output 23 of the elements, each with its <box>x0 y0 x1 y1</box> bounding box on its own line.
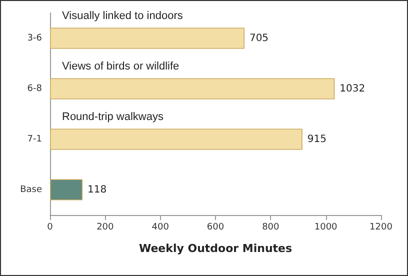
x-tick-label: 1200 <box>370 222 393 232</box>
bar <box>50 28 244 49</box>
x-tick-label: 200 <box>96 222 114 232</box>
annotation: Views of birds or wildlife <box>62 60 180 72</box>
x-tick-label: 800 <box>262 222 280 232</box>
x-axis-title: Weekly Outdoor Minutes <box>138 242 292 255</box>
x-tick-label: 400 <box>152 222 170 232</box>
x-tick-label: 600 <box>206 222 224 232</box>
data-label: 705 <box>249 32 269 44</box>
x-tick-label: 0 <box>47 222 54 232</box>
bar <box>50 78 335 100</box>
y-tick-label: 6-8 <box>27 84 42 94</box>
data-label: 118 <box>88 184 107 196</box>
y-tick-label: Base <box>20 184 42 195</box>
data-label: 915 <box>307 134 326 145</box>
x-tick-label: 1000 <box>314 222 338 232</box>
y-tick-label: 3-6 <box>27 33 42 44</box>
bar <box>50 128 302 150</box>
data-label: 1032 <box>340 83 366 94</box>
annotation: Visually linked to indoors <box>62 10 184 22</box>
y-tick-label: 7-1 <box>27 134 42 144</box>
bar <box>50 179 83 200</box>
annotation: Round-trip walkways <box>62 110 164 123</box>
